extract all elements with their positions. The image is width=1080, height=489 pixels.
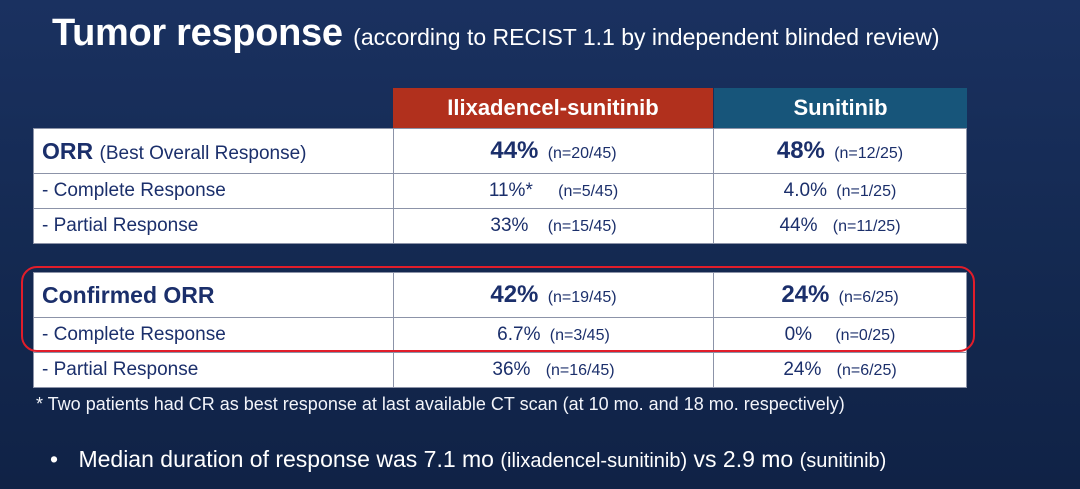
title-subtitle: (according to RECIST 1.1 by independent … xyxy=(353,24,940,50)
orr-table: ORR (Best Overall Response) 44% (n=20/45… xyxy=(33,128,967,244)
cell-pr-arm2: 24% (n=6/25) xyxy=(713,352,967,388)
value-pct: 6.7% xyxy=(497,324,541,345)
table-row-confirmed-orr: Confirmed ORR 42% (n=19/45) 24% (n=6/25) xyxy=(33,272,967,318)
cell-orr-arm2: 48% (n=12/25) xyxy=(713,128,967,174)
value-pct: 44% xyxy=(779,215,818,236)
value-n: (n=15/45) xyxy=(547,218,617,235)
value-n: (n=6/25) xyxy=(836,362,897,379)
value-pct: 24% xyxy=(781,281,830,308)
bullet-text-2: (ilixadencel-sunitinib) xyxy=(500,450,688,472)
title-main: Tumor response xyxy=(52,12,343,54)
bullet-text-3: vs 2.9 mo xyxy=(693,446,794,472)
bullet-text-1: Median duration of response was 7.1 mo xyxy=(78,446,494,472)
confirmed-orr-table: Confirmed ORR 42% (n=19/45) 24% (n=6/25)… xyxy=(33,272,967,388)
bullet-median-duration: • Median duration of response was 7.1 mo… xyxy=(50,446,886,473)
cell-pr-arm1: 36% (n=16/45) xyxy=(393,352,714,388)
value-n: (n=3/45) xyxy=(549,327,610,344)
table-row-complete-response: - Complete Response 11%* (n=5/45) 4.0% (… xyxy=(33,173,967,209)
column-header-ilixadencel-sunitinib: Ilixadencel-sunitinib xyxy=(393,88,713,128)
value-n: (n=16/45) xyxy=(545,362,615,379)
cell-confirmed-arm1: 42% (n=19/45) xyxy=(393,272,714,318)
row-label: - Partial Response xyxy=(33,352,394,388)
orr-label: ORR xyxy=(42,137,94,164)
value-pct: 42% xyxy=(490,281,539,308)
row-label-orr: ORR (Best Overall Response) xyxy=(33,128,394,174)
value-n: (n=0/25) xyxy=(835,327,896,344)
slide-title: Tumor response (according to RECIST 1.1 … xyxy=(52,12,940,55)
cell-cr-arm1: 6.7% (n=3/45) xyxy=(393,317,714,353)
row-label-confirmed-orr: Confirmed ORR xyxy=(33,272,394,318)
orr-label-sub: (Best Overall Response) xyxy=(99,142,307,164)
bullet-icon: • xyxy=(50,446,59,472)
value-n: (n=19/45) xyxy=(547,289,617,306)
cell-cr-arm2: 0% (n=0/25) xyxy=(713,317,967,353)
value-pct: 48% xyxy=(776,137,825,164)
cell-pr-arm2: 44% (n=11/25) xyxy=(713,208,967,244)
table-row-partial-response: - Partial Response 36% (n=16/45) 24% (n=… xyxy=(33,352,967,388)
table-row-orr: ORR (Best Overall Response) 44% (n=20/45… xyxy=(33,128,967,174)
table-row-partial-response: - Partial Response 33% (n=15/45) 44% (n=… xyxy=(33,208,967,244)
value-n: (n=11/25) xyxy=(832,218,901,235)
row-label: - Partial Response xyxy=(33,208,394,244)
value-pct: 11%* xyxy=(488,180,533,201)
cell-cr-arm1: 11%* (n=5/45) xyxy=(393,173,714,209)
value-pct: 44% xyxy=(490,137,539,164)
cell-pr-arm1: 33% (n=15/45) xyxy=(393,208,714,244)
value-n: (n=1/25) xyxy=(836,183,897,200)
value-n: (n=5/45) xyxy=(558,183,619,200)
value-pct: 4.0% xyxy=(783,180,827,201)
value-n: (n=12/25) xyxy=(834,145,904,162)
footnote: * Two patients had CR as best response a… xyxy=(36,394,845,414)
column-header-sunitinib: Sunitinib xyxy=(714,88,967,128)
value-pct: 0% xyxy=(784,324,813,345)
table-row-complete-response: - Complete Response 6.7% (n=3/45) 0% (n=… xyxy=(33,317,967,353)
value-pct: 36% xyxy=(492,359,531,380)
row-label: - Complete Response xyxy=(33,317,394,353)
row-label: - Complete Response xyxy=(33,173,394,209)
cell-cr-arm2: 4.0% (n=1/25) xyxy=(713,173,967,209)
value-n: (n=6/25) xyxy=(838,289,899,306)
value-pct: 33% xyxy=(490,215,529,236)
cell-confirmed-arm2: 24% (n=6/25) xyxy=(713,272,967,318)
value-pct: 24% xyxy=(783,359,822,380)
cell-orr-arm1: 44% (n=20/45) xyxy=(393,128,714,174)
value-n: (n=20/45) xyxy=(547,145,617,162)
bullet-text-4: (sunitinib) xyxy=(799,450,887,472)
